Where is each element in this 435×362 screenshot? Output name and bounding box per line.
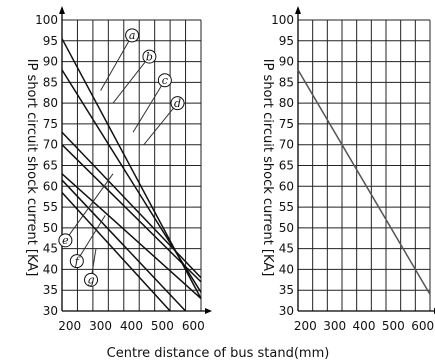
y-axis-label: IP short circuit shock current [KA] (260, 59, 275, 277)
y-tick-label: 60 (43, 179, 58, 193)
y-tick-label: 95 (279, 34, 294, 48)
callout-leader (64, 173, 114, 241)
series-line (61, 173, 202, 300)
x-axis-arrow (205, 308, 212, 314)
y-tick-label: 55 (279, 200, 294, 214)
y-tick-label: 30 (279, 304, 294, 318)
callout-leader (132, 80, 166, 133)
x-tick-label: 200 (294, 319, 317, 333)
y-tick-label: 40 (43, 262, 58, 276)
y-tick-label: 90 (43, 55, 58, 69)
x-tick-label: 400 (353, 319, 376, 333)
callout-leader (100, 35, 133, 91)
y-tick-label: 50 (279, 221, 294, 235)
x-tick-label: 500 (151, 319, 174, 333)
y-axis-arrow (295, 6, 301, 14)
y-tick-label: 80 (43, 96, 58, 110)
y-tick-label: 100 (271, 13, 294, 27)
y-tick-label: 40 (279, 262, 294, 276)
right-chart-panel: 30 35 40 45 50 55 60 65 70 75 80 85 90 95 100 200 300 400… (260, 6, 435, 333)
x-tick-label: 600 (411, 319, 434, 333)
callout-label: f (74, 255, 81, 268)
callout-leader (76, 215, 106, 262)
y-tick-label: 35 (279, 283, 294, 297)
callout-label: e (62, 234, 69, 247)
series-line (61, 144, 202, 283)
series-line (61, 192, 171, 312)
y-tick-label: 65 (279, 159, 294, 173)
y-axis-arrow (59, 6, 65, 14)
series-line (61, 179, 187, 312)
x-tick-label: 400 (120, 319, 143, 333)
x-tick-label: 300 (89, 319, 112, 333)
y-tick-label: 60 (279, 179, 294, 193)
callout-circle (84, 272, 99, 287)
y-tick-label: 35 (43, 283, 58, 297)
callout-label: g (88, 274, 95, 287)
y-tick-label: 55 (43, 200, 58, 214)
callout-circle (157, 73, 172, 88)
callout-circle (58, 233, 73, 248)
x-tick-label: 200 (58, 319, 81, 333)
x-tick-label: 300 (323, 319, 346, 333)
series-line (61, 131, 202, 279)
y-tick-label: 65 (43, 159, 58, 173)
y-tick-label: 70 (279, 138, 294, 152)
callout-label: c (162, 74, 168, 87)
y-tick-label: 75 (43, 117, 58, 131)
callout-label: a (129, 29, 136, 42)
x-tick-label: 500 (382, 319, 405, 333)
y-tick-label: 45 (43, 242, 58, 256)
y-tick-label: 85 (279, 75, 294, 89)
callout-leader (112, 56, 150, 104)
callout-circle (69, 254, 84, 269)
series-line (61, 69, 202, 293)
y-tick-label: 30 (43, 304, 58, 318)
callout-label: d (174, 97, 181, 110)
callout-circle (170, 96, 185, 111)
y-tick-label: 90 (279, 55, 294, 69)
y-tick-label: 70 (43, 138, 58, 152)
callout-circle (125, 28, 140, 43)
left-chart-panel: 30 35 40 45 50 55 60 65 70 75 80 85 90 95 100 200 300 400… (24, 6, 212, 333)
callout-label: b (146, 50, 153, 63)
y-tick-label: 85 (43, 75, 58, 89)
callout-circle (142, 49, 157, 64)
y-tick-label: 50 (43, 221, 58, 235)
x-axis-label: Centre distance of bus stand(mm) (107, 346, 330, 361)
y-tick-label: 45 (279, 242, 294, 256)
y-tick-label: 80 (279, 96, 294, 110)
y-tick-label: 100 (35, 13, 58, 27)
series-line (297, 69, 431, 295)
y-tick-label: 95 (43, 34, 58, 48)
callout-leader (143, 102, 178, 146)
x-tick-label: 600 (182, 319, 205, 333)
y-axis-label: IP short circuit shock current [KA] (24, 59, 39, 277)
y-tick-label: 75 (279, 117, 294, 131)
